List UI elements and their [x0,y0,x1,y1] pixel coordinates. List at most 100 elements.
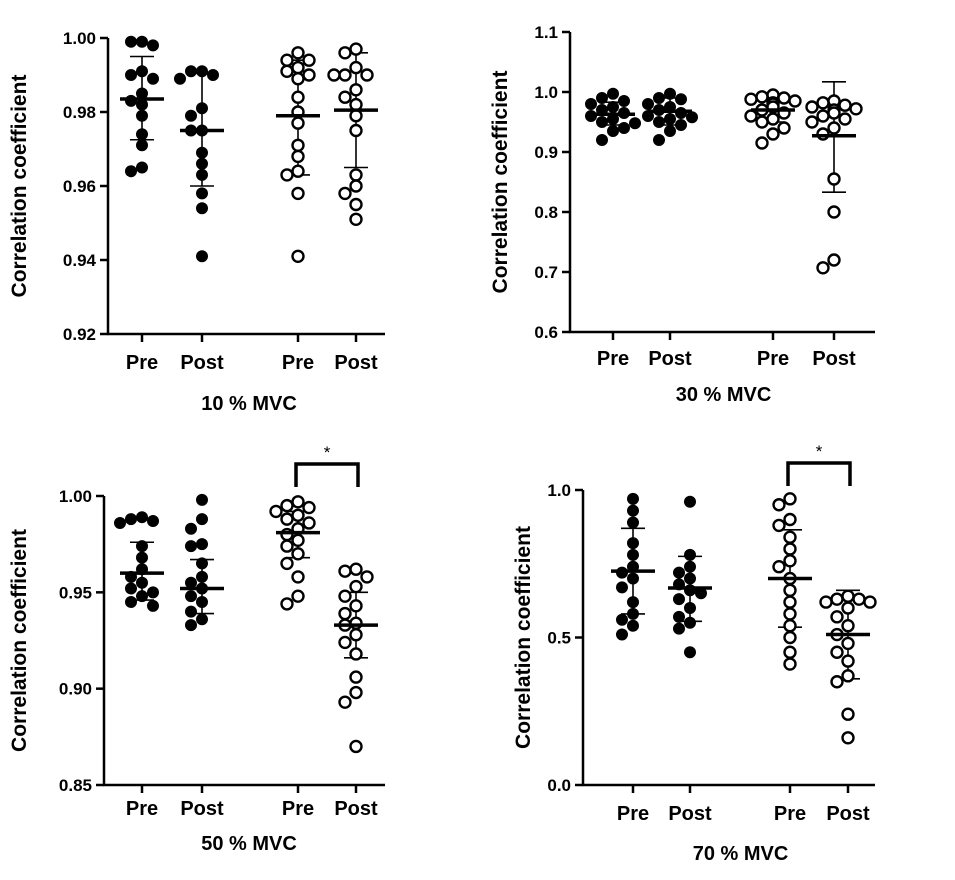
y-tick-label: 0.7 [534,263,558,282]
x-category-label: Pre [126,798,158,820]
data-point [673,622,685,635]
y-tick-label: 0.6 [534,323,558,342]
data-point [607,87,619,100]
panel-70-mvc: 0.0 0.5 1.0 Pre Post Pre Post 70 % MVC Correlati… [512,442,877,865]
data-point [349,212,363,227]
data-point [616,628,628,641]
data-point [686,111,698,124]
data-point [338,46,352,60]
data-point [291,149,305,164]
data-point [783,657,797,671]
data-point [830,610,844,624]
data-point [338,186,352,201]
data-point [147,72,159,85]
data-point [755,136,769,150]
data-point [280,498,294,513]
data-point [349,562,363,576]
y-axis-title: Correlation coefficient [8,529,31,752]
x-category-label: Pre [126,352,158,374]
data-point [349,179,363,193]
data-point [196,146,208,159]
data-point [783,530,797,544]
data-point [783,542,797,556]
data-point [185,576,197,589]
data-point [627,607,639,620]
data-point [185,109,197,122]
data-group-open-post [819,589,877,745]
data-point [816,261,830,275]
data-point [849,102,863,116]
x-category-label: Post [180,352,224,374]
data-point [196,202,208,215]
data-group-filled-pre [585,87,641,146]
data-point [280,556,294,571]
data-group-open-pre [276,46,320,263]
data-point [125,35,137,48]
data-point [338,68,352,82]
data-point [291,508,305,522]
data-point [627,537,639,550]
y-tick-label: 0.8 [534,203,558,222]
x-axis-title: 30 % MVC [676,384,772,406]
data-point [136,65,148,78]
y-tick-label: 0.96 [63,177,96,196]
data-point [196,513,208,526]
data-point [783,512,797,527]
data-point [627,596,639,609]
data-point [841,589,855,603]
data-point [291,547,305,561]
data-point [664,113,676,125]
data-point [805,115,819,129]
data-point [147,39,159,52]
data-point [664,87,676,100]
data-point [777,91,791,105]
data-point [269,504,283,519]
data-point [783,619,797,633]
data-point [196,570,208,583]
data-point [349,628,363,642]
data-point [291,71,305,86]
data-point [185,522,197,535]
data-point [596,134,608,146]
x-category-label: Post [180,798,224,820]
data-point [783,583,797,597]
data-point [684,646,696,659]
data-point [788,94,802,108]
x-category-label: Post [334,352,378,374]
significance-star: * [324,443,331,462]
data-point [280,168,294,182]
data-point [607,125,619,137]
data-point [338,90,352,104]
data-group-open-pre [269,495,320,611]
data-point [675,107,687,119]
data-point [755,115,769,129]
x-category-label: Post [668,803,712,825]
data-point [136,109,148,122]
data-point [827,172,841,186]
data-point [627,619,639,632]
y-tick-label: 1.1 [534,23,558,42]
x-category-label: Pre [597,348,629,370]
data-point [827,121,841,135]
significance-star: * [816,442,823,461]
data-point [280,512,294,526]
data-point [772,498,786,512]
data-point [196,157,208,170]
data-point [185,619,197,632]
data-point [185,540,197,553]
data-point [827,106,841,120]
data-point [664,125,676,137]
data-point [136,551,148,564]
data-group-filled-pre [611,492,655,641]
data-point [783,554,797,568]
data-point [766,127,780,141]
data-point [675,93,687,106]
x-category-label: Pre [282,352,314,374]
data-point [596,116,608,128]
data-group-filled-post [174,65,224,263]
data-point [185,590,197,603]
x-axis-title: 10 % MVC [201,393,297,415]
data-point [653,134,665,146]
data-point [196,65,208,78]
